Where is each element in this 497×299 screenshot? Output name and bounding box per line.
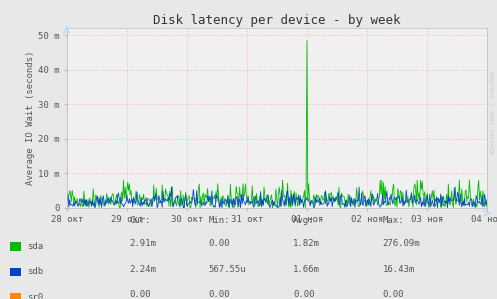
Text: sda: sda bbox=[27, 242, 43, 251]
Y-axis label: Average IO Wait (seconds): Average IO Wait (seconds) bbox=[26, 51, 35, 185]
Text: Max:: Max: bbox=[383, 216, 404, 225]
Text: 16.43m: 16.43m bbox=[383, 265, 415, 274]
Title: Disk latency per device - by week: Disk latency per device - by week bbox=[154, 14, 401, 27]
Text: 0.00: 0.00 bbox=[383, 290, 404, 299]
Text: 0.00: 0.00 bbox=[129, 290, 151, 299]
Text: Avg:: Avg: bbox=[293, 216, 315, 225]
Text: RRDTOOL / TOBI OETIKER: RRDTOOL / TOBI OETIKER bbox=[489, 72, 494, 155]
Text: 2.24m: 2.24m bbox=[129, 265, 156, 274]
Text: 0.00: 0.00 bbox=[209, 239, 230, 248]
Text: 567.55u: 567.55u bbox=[209, 265, 247, 274]
Text: Min:: Min: bbox=[209, 216, 230, 225]
Text: 0.00: 0.00 bbox=[293, 290, 315, 299]
Text: sdb: sdb bbox=[27, 267, 43, 276]
Text: 276.09m: 276.09m bbox=[383, 239, 420, 248]
Text: 1.82m: 1.82m bbox=[293, 239, 320, 248]
Text: 2.91m: 2.91m bbox=[129, 239, 156, 248]
Text: 1.66m: 1.66m bbox=[293, 265, 320, 274]
Text: 0.00: 0.00 bbox=[209, 290, 230, 299]
Text: sr0: sr0 bbox=[27, 293, 43, 299]
Text: Cur:: Cur: bbox=[129, 216, 151, 225]
